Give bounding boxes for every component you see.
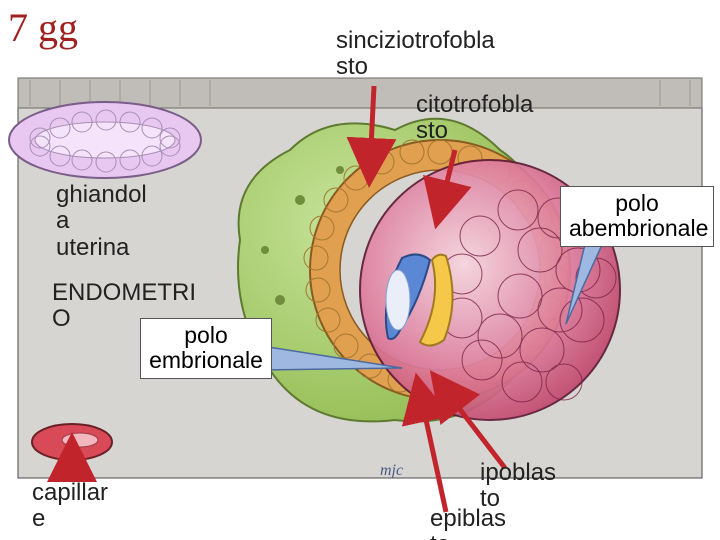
diagram-stage: mjc 7 gg sinciziotrofobla sto citotrofob… — [0, 0, 720, 540]
label-epiblasto: epiblas to — [430, 506, 506, 540]
illustration-svg: mjc — [0, 0, 720, 540]
label-sinciziotrofoblasto: sinciziotrofobla sto — [336, 28, 495, 81]
gland-blob — [9, 102, 201, 178]
box-polo-embrionale: polo embrionale — [140, 318, 272, 379]
label-capillare: capillar e — [32, 480, 108, 533]
label-citotrofoblasto: citotrofobla sto — [416, 92, 533, 145]
label-ghiandola-uterina: ghiandol a uterina — [56, 182, 147, 261]
signature: mjc — [380, 462, 403, 479]
slide-title: 7 gg — [8, 4, 78, 51]
box-polo-abembrionale: polo abembrionale — [560, 186, 714, 247]
